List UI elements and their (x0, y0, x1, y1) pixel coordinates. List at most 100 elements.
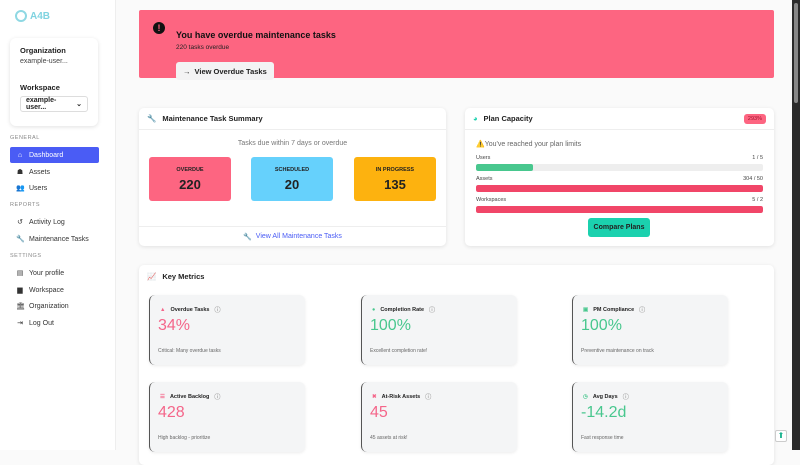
usage-fill (476, 164, 534, 171)
sidebar-item-label: Maintenance Tasks (29, 235, 89, 243)
wrench-icon: 🔧 (16, 236, 25, 243)
box-label: IN PROGRESS (375, 167, 415, 173)
logo-icon (15, 10, 27, 22)
chevron-down-icon: ⌄ (76, 101, 82, 108)
info-icon[interactable]: ⓘ (214, 308, 221, 314)
pie-chart-icon: ◕ (473, 114, 478, 123)
key-metrics-card: 📈 Key Metrics ▲ Overdue Tasks ⓘ 34% Critical:… (139, 265, 774, 465)
button-label: View Overdue Tasks (194, 66, 267, 76)
history-icon: ↺ (17, 219, 23, 226)
usage-label: Users (476, 155, 491, 161)
scrollbar[interactable] (792, 0, 800, 450)
info-icon[interactable]: ⓘ (425, 395, 432, 401)
card-title: Plan Capacity (483, 114, 533, 123)
org-label: Organization (20, 46, 66, 55)
sidebar-item-activity-log[interactable]: ↺ Activity Log (10, 214, 99, 230)
arrow-up-icon: ⬆ (777, 431, 785, 440)
sidebar-item-workspace[interactable]: ▆ Workspace (10, 282, 99, 298)
info-icon[interactable]: ⓘ (429, 308, 436, 314)
scrollbar-thumb[interactable] (794, 3, 798, 103)
sidebar-item-label: Log Out (29, 319, 54, 327)
metric-label: PM Compliance (593, 306, 635, 313)
logo[interactable]: A4B (15, 10, 50, 22)
sidebar-item-label: Users (29, 184, 48, 192)
users-usage: Users 1 / 5 (476, 155, 763, 171)
sidebar-item-label: Workspace (29, 286, 64, 294)
section-reports: REPORTS (10, 202, 40, 208)
wrench-icon: 🔧 (243, 233, 252, 241)
metric-label: Completion Rate (380, 306, 425, 313)
scroll-top-button[interactable]: ⬆ (775, 430, 787, 442)
org-card: Organization example-user... Workspace e… (10, 38, 98, 126)
users-icon: 👥 (16, 185, 25, 192)
main-content: ! You have overdue maintenance tasks 220… (116, 0, 792, 465)
org-value: example-user... (20, 58, 68, 65)
metric-label: Avg Days (592, 393, 618, 400)
metric-card: ◷ Avg Days ⓘ -14.2d Fast response time (572, 382, 728, 452)
clipboard-check-icon: ▣ (583, 306, 589, 313)
metric-value: -14.2d (581, 404, 627, 421)
metric-description: Fast response time (581, 435, 624, 441)
warning-icon: ▲ (160, 306, 166, 313)
scheduled-box[interactable]: SCHEDULED 20 (251, 157, 333, 201)
plan-capacity-card: ◕ Plan Capacity 293% ⚠️You've reached you… (465, 108, 774, 246)
box-value: 20 (284, 177, 300, 192)
overdue-box[interactable]: OVERDUE 220 (149, 157, 231, 201)
usage-bar (476, 164, 763, 171)
sidebar-item-label: Organization (29, 302, 69, 310)
usage-bar (476, 185, 763, 192)
workspace-label: Workspace (20, 83, 60, 92)
banner-subtitle: 220 tasks overdue (176, 44, 230, 51)
metric-description: 45 assets at risk! (370, 435, 408, 441)
metric-label: Overdue Tasks (170, 306, 210, 313)
info-icon[interactable]: ⓘ (214, 395, 221, 401)
banner-title: You have overdue maintenance tasks (176, 30, 336, 40)
workspace-value: example-user... (26, 97, 57, 111)
sidebar-item-label: Activity Log (29, 218, 65, 226)
logout-icon: ⇥ (17, 320, 23, 327)
id-card-icon: ▤ (16, 270, 24, 277)
box-value: 220 (179, 177, 201, 192)
metric-card: ● Completion Rate ⓘ 100% Excellent completio… (361, 295, 517, 365)
sidebar-item-maintenance-tasks[interactable]: 🔧 Maintenance Tasks (10, 231, 99, 247)
exclamation-icon: ! (153, 22, 165, 34)
sidebar-item-dashboard[interactable]: ⌂ Dashboard (10, 147, 99, 163)
assets-usage: Assets 304 / 50 (476, 176, 763, 192)
usage-label: Assets (476, 176, 493, 182)
metric-description: Excellent completion rate! (370, 348, 428, 354)
info-icon[interactable]: ⓘ (639, 308, 646, 314)
metric-description: Preventive maintenance on track (581, 348, 654, 354)
arrow-right-icon: → (183, 66, 191, 76)
in-progress-box[interactable]: IN PROGRESS 135 (354, 157, 436, 201)
sitemap-icon: ☗ (16, 169, 24, 176)
info-icon[interactable]: ⓘ (622, 395, 629, 401)
sidebar-item-label: Assets (29, 168, 51, 176)
warning-icon: ⚠️ (476, 141, 485, 148)
sidebar-item-your-profile[interactable]: ▤ Your profile (10, 265, 99, 281)
maintenance-summary-card: 🔧 Maintenance Task Summary Tasks due with… (139, 108, 446, 246)
clock-icon: ◷ (583, 393, 588, 400)
landmark-icon: 🏛 (16, 303, 25, 310)
sidebar-item-assets[interactable]: ☗ Assets (10, 164, 99, 180)
metric-card: ✖ At-Risk Assets ⓘ 45 45 assets at risk! (361, 382, 517, 452)
usage-fill (476, 206, 763, 213)
brand-name: A4B (30, 10, 51, 22)
overdue-banner: ! You have overdue maintenance tasks 220… (139, 10, 774, 80)
sidebar: A4B Organization example-user... Workspa… (0, 0, 116, 450)
sidebar-item-users[interactable]: 👥 Users (10, 180, 99, 196)
metric-value: 428 (158, 404, 185, 421)
warning-text: You've reached your plan limits (484, 141, 582, 148)
sidebar-item-log-out[interactable]: ⇥ Log Out (10, 315, 99, 331)
metric-value: 100% (370, 317, 411, 334)
sidebar-item-label: Dashboard (29, 151, 64, 159)
view-overdue-tasks-button[interactable]: → View Overdue Tasks (176, 62, 274, 80)
usage-value: 1 / 5 (752, 155, 763, 161)
compare-plans-button[interactable]: Compare Plans (588, 218, 650, 237)
sidebar-item-organization[interactable]: 🏛 Organization (10, 298, 99, 314)
metric-value: 45 (370, 404, 388, 421)
card-title: Maintenance Task Summary (162, 114, 263, 123)
view-all-maintenance-tasks-link[interactable]: 🔧 View All Maintenance Tasks (139, 226, 446, 246)
workspace-select[interactable]: example-user... ⌄ (20, 96, 88, 112)
box-label: SCHEDULED (274, 167, 310, 173)
metric-card: ▣ PM Compliance ⓘ 100% Preventive maintenanc… (572, 295, 728, 365)
